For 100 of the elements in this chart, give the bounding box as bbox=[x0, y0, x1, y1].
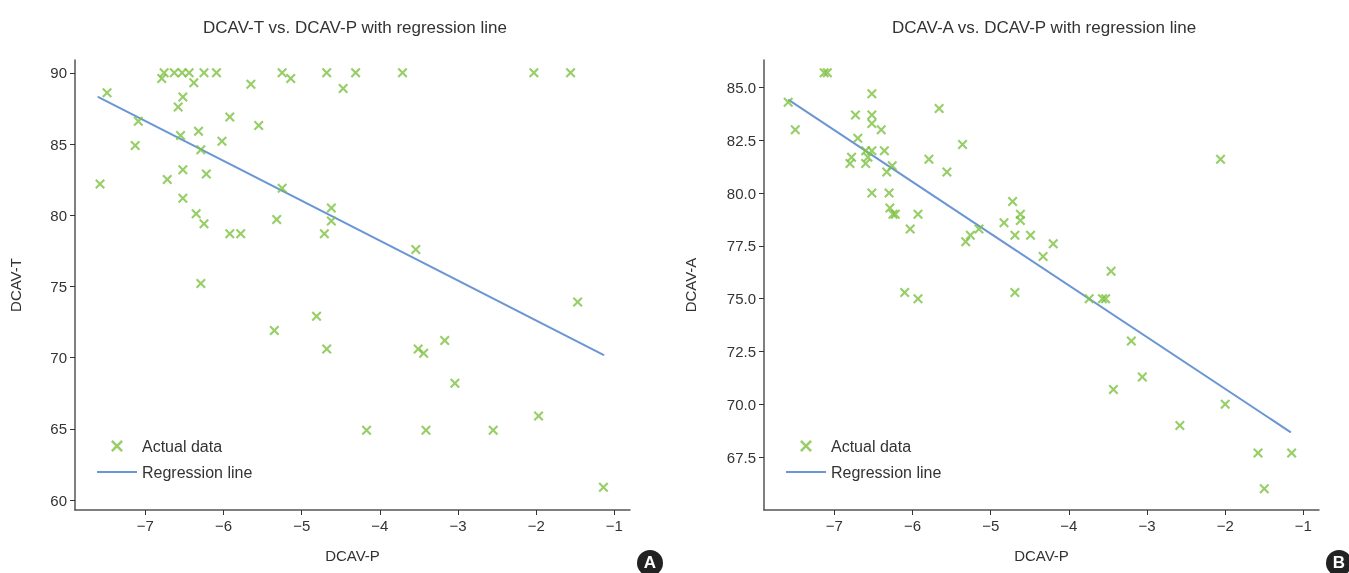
chart-title: DCAV-T vs. DCAV-P with regression line bbox=[203, 18, 507, 37]
point bbox=[420, 425, 431, 436]
y-tick-label: 65 bbox=[50, 420, 67, 438]
point bbox=[899, 287, 910, 298]
point bbox=[912, 293, 923, 304]
y-tick-label: 82.5 bbox=[726, 131, 756, 149]
y-tick-label: 85 bbox=[50, 135, 67, 153]
point bbox=[1137, 371, 1148, 382]
point bbox=[350, 67, 361, 78]
y-tick-label: 70.0 bbox=[726, 395, 756, 413]
point bbox=[941, 166, 952, 177]
point bbox=[361, 425, 372, 436]
point bbox=[397, 67, 408, 78]
x-tick-label: −2 bbox=[1216, 517, 1234, 534]
point bbox=[998, 217, 1009, 228]
point bbox=[216, 136, 227, 147]
x-tick-label: −1 bbox=[605, 517, 623, 534]
point bbox=[783, 97, 794, 108]
point bbox=[852, 133, 863, 144]
point bbox=[130, 140, 141, 151]
point bbox=[866, 188, 877, 199]
x-tick-label: −6 bbox=[903, 517, 922, 534]
x-tick-label: −6 bbox=[214, 517, 233, 534]
y-tick-label: 80 bbox=[50, 206, 67, 224]
y-tick-label: 77.5 bbox=[726, 237, 756, 255]
point bbox=[860, 145, 871, 156]
point bbox=[884, 188, 895, 199]
x-tick-label: −4 bbox=[1060, 517, 1078, 534]
point bbox=[598, 482, 609, 493]
x-tick-label: −3 bbox=[449, 517, 467, 534]
point bbox=[177, 164, 188, 175]
point bbox=[102, 87, 113, 98]
point bbox=[965, 230, 976, 241]
point bbox=[198, 218, 209, 229]
point bbox=[326, 203, 337, 214]
point bbox=[866, 118, 877, 129]
point bbox=[879, 145, 890, 156]
point bbox=[195, 278, 206, 289]
legend-label: Regression line bbox=[142, 463, 253, 481]
y-tick-label: 70 bbox=[50, 349, 67, 367]
y-tick-label: 90 bbox=[50, 64, 67, 82]
y-tick-label: 85.0 bbox=[726, 78, 756, 96]
point bbox=[905, 224, 916, 235]
point bbox=[177, 193, 188, 204]
point bbox=[193, 126, 204, 137]
y-axis-title: DCAV-T bbox=[7, 258, 24, 312]
point bbox=[1126, 335, 1137, 346]
point bbox=[285, 73, 296, 84]
y-tick-label: 67.5 bbox=[726, 448, 756, 466]
text: B bbox=[1326, 550, 1349, 573]
point bbox=[1215, 154, 1226, 165]
text: A bbox=[637, 550, 663, 573]
point bbox=[338, 83, 349, 94]
point bbox=[1286, 447, 1297, 458]
point bbox=[1009, 287, 1020, 298]
point bbox=[319, 228, 330, 239]
point bbox=[790, 124, 801, 135]
point bbox=[572, 297, 583, 308]
point bbox=[169, 67, 180, 78]
point bbox=[934, 103, 945, 114]
point bbox=[271, 214, 282, 225]
point bbox=[224, 111, 235, 122]
point bbox=[866, 88, 877, 99]
point bbox=[321, 67, 332, 78]
x-tick-label: −1 bbox=[1294, 517, 1312, 534]
y-tick-label: 75.0 bbox=[726, 290, 756, 308]
point bbox=[173, 101, 184, 112]
point bbox=[159, 67, 170, 78]
legend-label: Regression line bbox=[831, 463, 942, 481]
point bbox=[95, 178, 106, 189]
x-axis-title: DCAV-P bbox=[325, 547, 380, 564]
point bbox=[1220, 399, 1231, 410]
point bbox=[1007, 196, 1018, 207]
y-tick-label: 60 bbox=[50, 491, 67, 509]
point bbox=[188, 77, 199, 88]
point bbox=[1038, 251, 1049, 262]
point bbox=[565, 67, 576, 78]
y-tick-label: 75 bbox=[50, 277, 67, 295]
point bbox=[1084, 293, 1095, 304]
legend-label: Actual data bbox=[142, 437, 223, 455]
point bbox=[973, 224, 984, 235]
point bbox=[1015, 215, 1026, 226]
point bbox=[177, 92, 188, 103]
point bbox=[277, 67, 288, 78]
point bbox=[184, 67, 195, 78]
point bbox=[191, 208, 202, 219]
point bbox=[866, 109, 877, 120]
point bbox=[410, 244, 421, 255]
point bbox=[1108, 384, 1119, 395]
point bbox=[269, 325, 280, 336]
point bbox=[311, 311, 322, 322]
x-tick-label: −5 bbox=[293, 517, 311, 534]
point bbox=[277, 183, 288, 194]
x-tick-label: −2 bbox=[527, 517, 545, 534]
point bbox=[1048, 238, 1059, 249]
point bbox=[1009, 230, 1020, 241]
point bbox=[195, 144, 206, 155]
point bbox=[1106, 266, 1117, 277]
point bbox=[957, 139, 968, 150]
point bbox=[887, 160, 898, 171]
